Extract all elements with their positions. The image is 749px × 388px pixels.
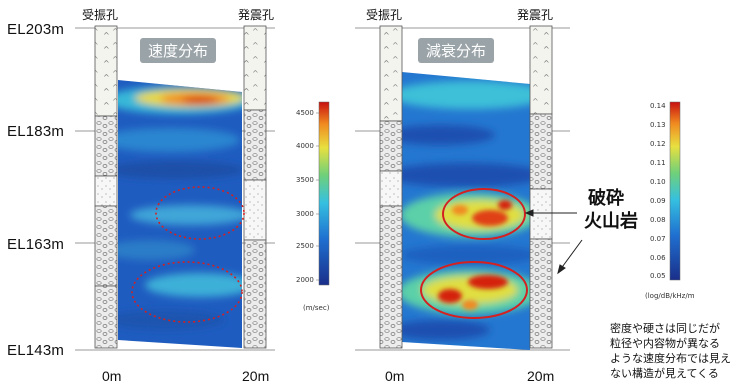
attenuation-panel-title: 減衰分布 (418, 38, 495, 63)
receiver-borehole-right (379, 25, 403, 349)
attenuation-colorbar-tick: 0.06 (650, 254, 666, 262)
elevation-label-183: EL183m (7, 123, 65, 140)
velocity-colorbar-tick: 2000 (296, 276, 314, 284)
anomaly-ellipse-attenuation-lower (420, 261, 528, 319)
attenuation-colorbar-tick: 0.14 (650, 102, 666, 110)
annotation-arrows (524, 209, 583, 275)
velocity-colorbar-tick: 3000 (296, 210, 314, 218)
source-borehole-left (243, 25, 267, 349)
attenuation-colorbar-tick: 0.08 (650, 216, 666, 224)
source-borehole-right (529, 25, 553, 349)
attenuation-colorbar-tick: 0.07 (650, 235, 666, 243)
source-hole-label-right: 発震孔 (517, 8, 554, 22)
velocity-unit-label: (m/sec) (303, 304, 330, 312)
attenuation-colorbar-tick: 0.13 (650, 121, 666, 129)
velocity-panel-title: 速度分布 (140, 38, 217, 63)
annotation-fractured: 破砕 (588, 188, 624, 209)
note-line-3: ような速度分布では見え (610, 352, 731, 365)
velocity-colorbar-tick: 4000 (296, 142, 314, 150)
note-line-4: ない構造が見えてくる (610, 367, 719, 380)
attenuation-colorbar-tick: 0.11 (650, 159, 666, 167)
velocity-colorbar-tick: 3500 (296, 176, 314, 184)
attenuation-colorbar-tick: 0.05 (650, 272, 666, 280)
velocity-colorbar-tick: 2500 (296, 242, 314, 250)
attenuation-colorbar (669, 101, 681, 281)
attenuation-colorbar-tick: 0.12 (650, 140, 666, 148)
receiver-borehole-left (94, 25, 118, 349)
distance-end-right: 20m (527, 368, 555, 384)
note-line-1: 密度や硬さは同じだが (610, 322, 720, 335)
attenuation-colorbar-tick: 0.10 (650, 178, 666, 186)
attenuation-unit-label: (log/dB/kHz/m (645, 292, 695, 300)
receiver-hole-label-right: 受振孔 (366, 8, 403, 22)
velocity-tomogram (118, 80, 242, 348)
anomaly-ellipse-attenuation-upper (442, 188, 526, 240)
anomaly-ellipse-velocity-upper (155, 186, 245, 240)
source-hole-label-left: 発震孔 (238, 8, 275, 22)
distance-end-left: 20m (242, 368, 270, 384)
elevation-label-143: EL143m (7, 342, 65, 359)
annotation-volcanic-rock: 火山岩 (584, 211, 638, 232)
attenuation-tomogram (402, 72, 530, 350)
attenuation-colorbar-tick: 0.09 (650, 197, 666, 205)
anomaly-ellipse-velocity-lower (131, 261, 243, 323)
note-line-2: 粒径や内容物が異なる (610, 337, 720, 350)
elevation-label-203: EL203m (7, 21, 65, 38)
distance-start-left: 0m (102, 368, 122, 384)
velocity-colorbar-tick: 4500 (296, 109, 314, 117)
velocity-colorbar (318, 101, 330, 286)
receiver-hole-label-left: 受振孔 (82, 8, 119, 22)
distance-start-right: 0m (385, 368, 405, 384)
elevation-label-163: EL163m (7, 236, 65, 253)
